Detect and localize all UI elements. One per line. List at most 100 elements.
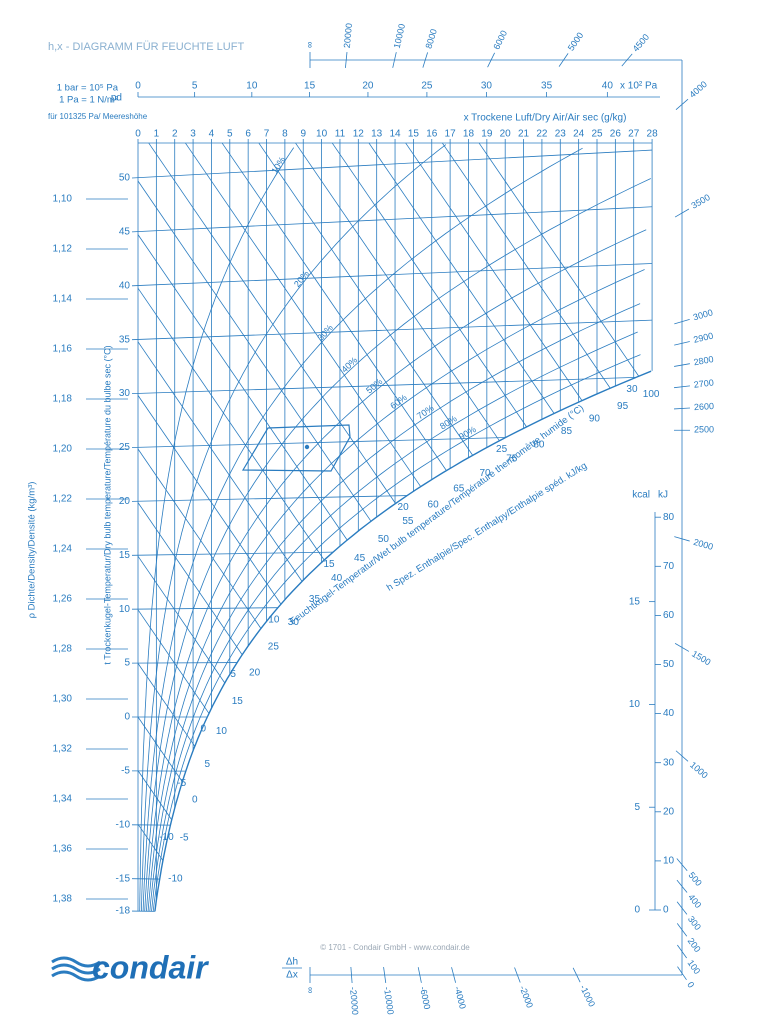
isotherm — [131, 551, 334, 556]
x-tick-label: 23 — [555, 129, 567, 140]
t-tick-label: 25 — [119, 442, 131, 453]
x-tick-label: 24 — [573, 129, 585, 140]
dh-dx-tick-label: -2000 — [518, 984, 536, 1009]
enthalpy-line — [137, 502, 243, 655]
pd-tick-label: 40 — [602, 81, 614, 92]
rh-curve — [152, 354, 641, 912]
enthalpy-tick-label: 45 — [354, 553, 366, 564]
dh-dx-tick — [676, 858, 688, 871]
x-tick-label: 0 — [135, 129, 141, 140]
pd-axis-label: pd — [111, 93, 122, 104]
x-tick-label: 8 — [282, 129, 288, 140]
wet-bulb-tick-label: 5 — [230, 669, 236, 680]
density-tick-label: 1,20 — [53, 444, 73, 455]
enthalpy-line — [137, 395, 282, 605]
dh-dx-tick — [383, 967, 387, 983]
kj-tick-label: 60 — [663, 610, 675, 621]
x-tick-label: 28 — [647, 129, 659, 140]
t-tick-label: 0 — [124, 712, 130, 723]
rh-curve — [142, 147, 583, 912]
dh-dx-tick-label: 2800 — [693, 354, 714, 367]
enthalpy-line — [137, 341, 303, 582]
dh-dx-tick-label: 400 — [686, 892, 703, 910]
x-tick-label: 7 — [264, 129, 270, 140]
dx-label: Δx — [286, 970, 298, 981]
dh-dx-infinity-label: ∞ — [306, 987, 316, 993]
dh-dx-tick-label: 20000 — [342, 23, 354, 49]
t-tick-label: 45 — [119, 227, 131, 238]
comfort-zone — [241, 424, 351, 472]
wet-bulb-tick-label: 0 — [201, 724, 207, 735]
enthalpy-line — [137, 770, 173, 821]
dh-dx-tick — [674, 363, 690, 367]
x-tick-label: 22 — [536, 129, 548, 140]
t-tick-label: -18 — [116, 906, 131, 917]
dh-dx-tick-label: -4000 — [452, 985, 468, 1010]
x-tick-label: 10 — [316, 129, 328, 140]
density-tick-label: 1,22 — [53, 494, 73, 505]
enthalpy-line — [137, 180, 372, 522]
wet-bulb-tick-label: 25 — [496, 444, 508, 455]
dh-dx-tick — [675, 98, 689, 110]
x-tick-label: 12 — [353, 129, 365, 140]
isotherm — [131, 495, 408, 502]
enthalpy-tick-label: -5 — [180, 833, 189, 844]
isotherm — [131, 263, 653, 287]
pd-tick-label: 25 — [421, 81, 433, 92]
density-tick-label: 1,38 — [53, 894, 73, 905]
enthalpy-tick-label: 0 — [192, 795, 198, 806]
dh-dx-tick-label: 1000 — [688, 760, 710, 781]
enthalpy-line — [405, 142, 583, 401]
kcal-label: kcal — [632, 490, 650, 501]
enthalpy-tick-label: 55 — [402, 516, 414, 527]
isotherm — [131, 319, 653, 341]
pd-tick-label: 35 — [541, 81, 553, 92]
rh-label: 60% — [388, 392, 408, 411]
dh-dx-tick — [676, 901, 688, 915]
enthalpy-line — [137, 823, 164, 861]
logo-waves — [51, 956, 101, 982]
pd-tick-label: 5 — [192, 81, 198, 92]
isotherm — [131, 662, 238, 664]
t-tick-label: 20 — [119, 496, 131, 507]
enthalpy-tick-label: 20 — [249, 668, 261, 679]
enthalpy-tick-label: 30 — [288, 617, 300, 628]
x-tick-label: 15 — [408, 129, 420, 140]
density-tick-label: 1,34 — [53, 794, 73, 805]
x-tick-label: 18 — [463, 129, 475, 140]
enthalpy-tick-label: 80 — [533, 440, 545, 451]
x-tick-label: 19 — [481, 129, 493, 140]
title: h,x - DIAGRAMM FÜR FEUCHTE LUFT — [48, 41, 244, 53]
density-tick-label: 1,14 — [53, 294, 73, 305]
enthalpy-tick-label: 95 — [617, 401, 629, 412]
t-tick-label: 30 — [119, 388, 131, 399]
enthalpy-line — [221, 142, 447, 471]
density-tick-label: 1,12 — [53, 244, 73, 255]
dh-dx-tick — [451, 967, 457, 983]
enthalpy-tick-label: 25 — [268, 641, 280, 652]
dh-dx-tick — [422, 52, 428, 68]
enthalpy-line — [478, 142, 640, 377]
dh-dx-tick-label: -20000 — [348, 987, 360, 1016]
dh-dx-tick — [674, 643, 690, 652]
enthalpy-line — [137, 448, 262, 629]
kcal-tick-label: 0 — [634, 905, 640, 916]
kj-tick-label: 80 — [663, 512, 675, 523]
isotherm — [131, 376, 636, 394]
dh-dx-tick-label: 2900 — [692, 331, 714, 345]
dh-dx-tick — [676, 879, 688, 893]
dh-label: Δh — [286, 957, 298, 968]
wet-bulb-tick-label: -10 — [159, 832, 174, 843]
pressure-note: 1 Pa = 1 N/m² — [59, 95, 118, 106]
comfort-point — [304, 444, 310, 450]
enthalpy-tick-label: 40 — [331, 573, 343, 584]
dh-dx-tick-label: 4500 — [631, 32, 652, 54]
dh-dx-tick-label: 3000 — [692, 307, 714, 322]
kj-label: kJ — [658, 490, 668, 501]
enthalpy-line — [295, 142, 500, 441]
density-tick-label: 1,32 — [53, 744, 73, 755]
t-tick-label: -5 — [121, 766, 130, 777]
enthalpy-line — [258, 142, 473, 456]
enthalpy-tick-label: 60 — [428, 499, 440, 510]
rh-curve — [149, 303, 641, 912]
